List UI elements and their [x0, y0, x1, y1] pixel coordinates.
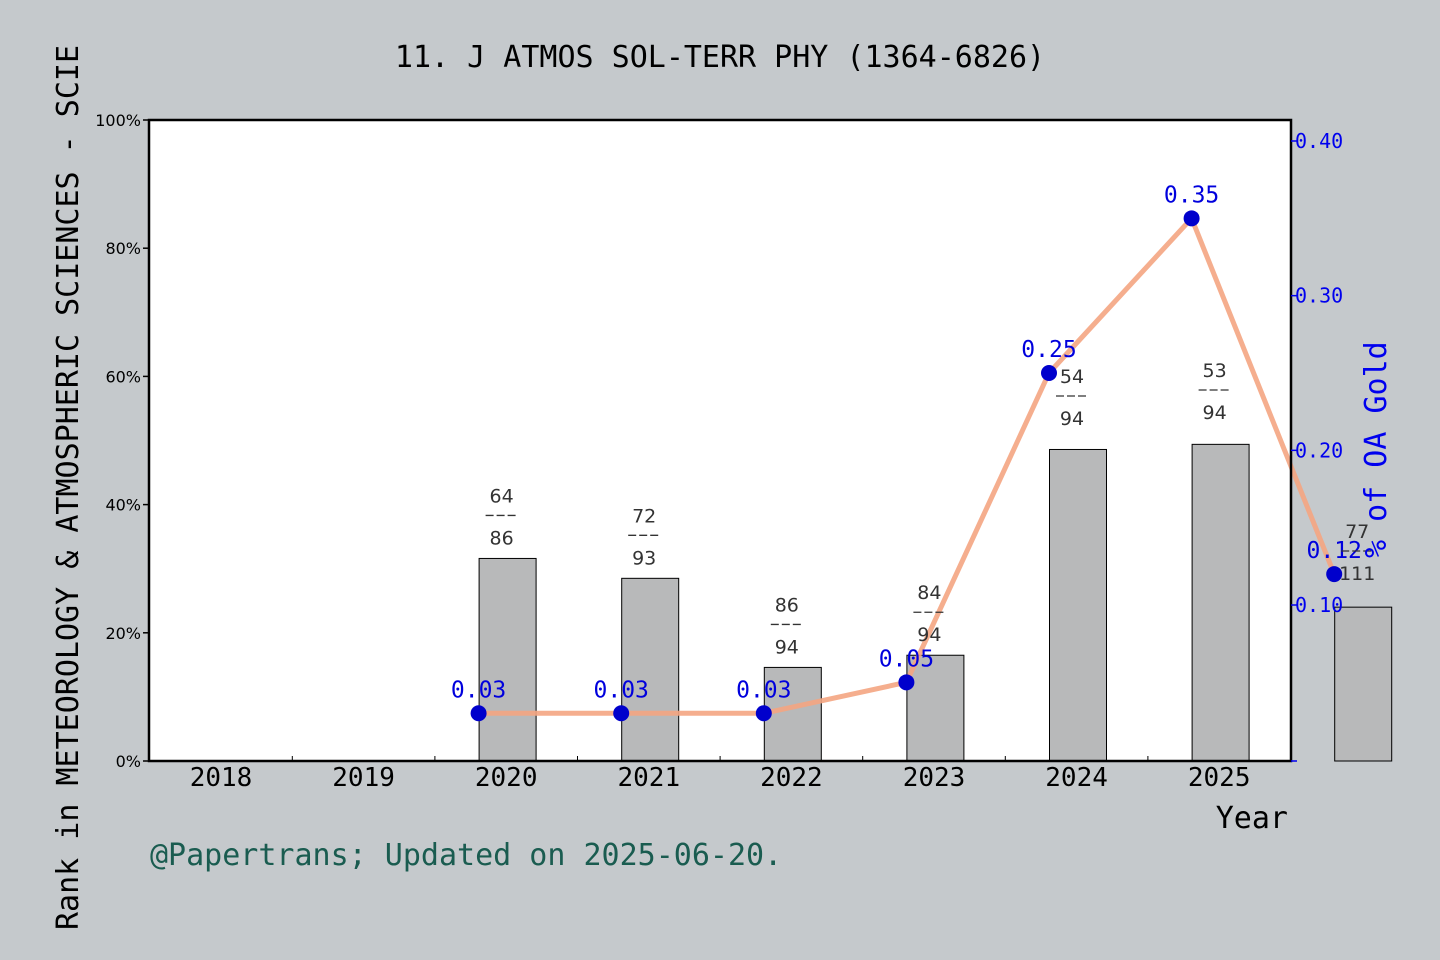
oa-gold-point: [1326, 566, 1343, 583]
y2-tick-label: 0.20: [1295, 438, 1343, 462]
oa-gold-point: [1183, 210, 1200, 227]
rank-bar: [763, 666, 822, 762]
oa-gold-label: 0.03: [594, 677, 649, 703]
oa-gold-label: 0.25: [1021, 337, 1076, 363]
x-tick-label: 2024: [1045, 763, 1108, 793]
oa-gold-point: [1041, 365, 1057, 381]
footer-credit: @Papertrans; Updated on 2025-06-20.: [150, 838, 782, 873]
x-tick-label: 2021: [617, 763, 680, 793]
oa-gold-label: 0.03: [736, 677, 791, 703]
y2-axis-label: % of OA Gold: [1359, 341, 1394, 558]
y-tick-label: 80%: [105, 239, 141, 258]
rank-value: 64: [490, 485, 514, 507]
rank-bar: [478, 557, 537, 762]
rank-total: 94: [1203, 402, 1227, 424]
oa-gold-point: [755, 705, 772, 722]
x-tick-label: 2020: [475, 763, 538, 793]
y-axis-label: Rank in METEOROLOGY & ATMOSPHERIC SCIENC…: [51, 45, 86, 930]
rank-bar: [621, 577, 680, 762]
x-axis-label: Year: [1216, 801, 1288, 836]
y-tick-label: 0%: [116, 752, 141, 771]
chart-title: 11. J ATMOS SOL-TERR PHY (1364-6826): [395, 40, 1045, 75]
x-axis: 2018 2019 2020 2021 2022 2023 2024 2025: [190, 756, 1251, 793]
oa-gold-label: 0.03: [451, 677, 506, 703]
y-tick-label: 40%: [105, 496, 141, 515]
right-axis: 0.10 0.20 0.30 0.40: [1291, 129, 1343, 762]
y-tick-label: 60%: [105, 367, 141, 386]
line-group: 0.03 0.03 0.030.050.250.350.12: [451, 182, 1362, 722]
rank-bar: [906, 654, 965, 762]
rank-value: 54: [1060, 366, 1084, 388]
rank-total: 93: [632, 547, 656, 569]
rank-value: 77: [1345, 521, 1369, 543]
rank-total: 111: [1339, 563, 1375, 585]
rank-total: 94: [917, 624, 941, 646]
x-tick-label: 2023: [903, 763, 966, 793]
rank-bar: [1191, 443, 1250, 762]
oa-gold-point: [898, 674, 915, 691]
rank-total: 86: [490, 527, 514, 549]
y2-tick-label: 0.40: [1295, 129, 1343, 153]
rank-value: 86: [775, 594, 799, 616]
y2-tick-label: 0.10: [1295, 593, 1343, 617]
oa-gold-label: 0.35: [1164, 182, 1219, 208]
y-tick-label: 20%: [105, 624, 141, 643]
x-tick-label: 2018: [190, 763, 253, 793]
bar-group: [478, 443, 1393, 762]
left-axis: 0% 20% 40% 60% 80% 100%: [95, 111, 149, 771]
oa-gold-label: 0.05: [879, 646, 934, 672]
oa-gold-point: [470, 705, 487, 722]
rank-bar: [1049, 448, 1107, 762]
rank-value: 53: [1203, 360, 1227, 382]
x-tick-label: 2019: [332, 763, 395, 793]
y2-tick-label: 0.30: [1295, 284, 1343, 308]
oa-gold-point: [613, 705, 630, 722]
rank-labels: 64 86 72 93 86 94 84 94 54 94 53 94 77 111: [485, 360, 1375, 658]
x-tick-label: 2022: [760, 763, 823, 793]
rank-total: 94: [1060, 408, 1084, 430]
rank-bar: [1334, 606, 1393, 762]
x-tick-label: 2025: [1188, 763, 1251, 793]
rank-value: 72: [632, 505, 656, 527]
y-tick-label: 100%: [95, 111, 141, 130]
rank-value: 84: [917, 582, 941, 604]
rank-total: 94: [775, 636, 799, 658]
plot-area: [149, 120, 1291, 761]
